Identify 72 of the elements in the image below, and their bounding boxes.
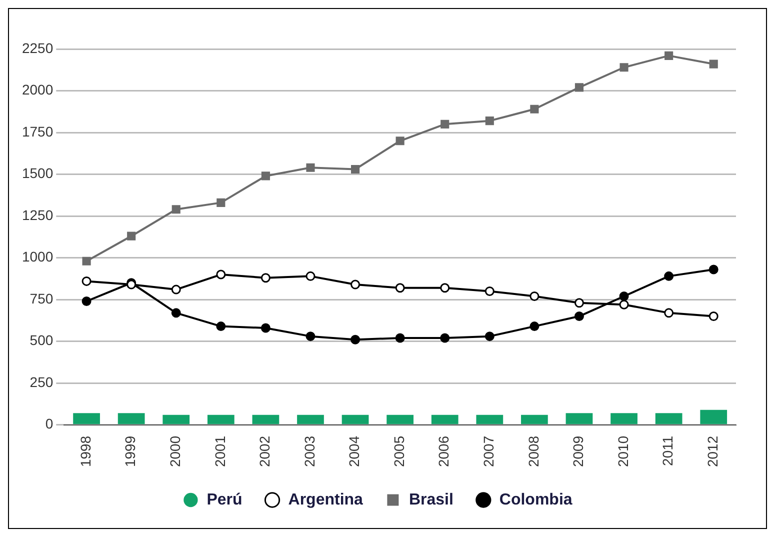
point xyxy=(350,334,360,344)
point xyxy=(82,296,92,306)
point xyxy=(709,60,718,68)
point xyxy=(620,63,628,72)
y-tick-label: 2000 xyxy=(22,82,54,98)
legend-label: Brasil xyxy=(408,491,454,508)
point xyxy=(216,198,226,207)
point xyxy=(306,271,316,281)
point xyxy=(396,136,404,146)
y-tick-label: 500 xyxy=(30,332,54,348)
legend-label: Colombia xyxy=(499,491,572,508)
x-tick-label: 2000 xyxy=(166,436,183,468)
x-tick-label: 1998 xyxy=(77,436,94,468)
x-tick-label: 2007 xyxy=(480,436,497,468)
y-tick-label: 1250 xyxy=(22,206,54,223)
point xyxy=(708,264,718,274)
point xyxy=(574,83,584,92)
point xyxy=(484,332,494,342)
x-tick-label: 2009 xyxy=(570,436,586,468)
x-tick-label: 2011 xyxy=(660,436,676,466)
point xyxy=(530,322,540,332)
point xyxy=(708,312,718,322)
point xyxy=(171,308,181,318)
y-tick-label: 250 xyxy=(30,374,54,390)
point xyxy=(530,104,539,114)
point xyxy=(395,283,405,293)
x-tick-label: 2012 xyxy=(704,436,720,468)
legend-label: Argentina xyxy=(288,491,364,508)
point xyxy=(306,163,315,172)
x-tick-label: 2001 xyxy=(212,436,228,468)
point xyxy=(440,283,450,293)
y-tick-label: 1500 xyxy=(22,165,54,182)
point xyxy=(664,51,674,60)
point xyxy=(350,280,360,290)
x-tick-label: 2004 xyxy=(346,436,362,468)
point xyxy=(574,298,584,308)
point xyxy=(82,276,92,286)
point xyxy=(395,333,405,343)
point xyxy=(82,256,91,266)
point xyxy=(440,120,450,128)
point xyxy=(216,322,226,332)
x-tick-label: 2006 xyxy=(436,436,452,468)
point xyxy=(261,172,270,180)
point xyxy=(127,232,136,240)
point xyxy=(574,312,584,322)
x-tick-label: 2005 xyxy=(390,436,407,468)
point xyxy=(216,270,226,280)
point xyxy=(260,323,270,333)
point xyxy=(619,291,629,301)
y-tick-label: 1750 xyxy=(22,123,54,140)
y-tick-label: 0 xyxy=(45,416,54,432)
point xyxy=(485,116,494,126)
x-tick-label: 1999 xyxy=(122,436,138,468)
point xyxy=(619,300,629,310)
x-tick-label: 2002 xyxy=(256,436,273,468)
point xyxy=(530,291,540,301)
point xyxy=(306,332,316,342)
point xyxy=(171,284,181,294)
point xyxy=(484,286,494,296)
y-tick-label: 750 xyxy=(30,290,54,306)
legend-label: Perú xyxy=(206,491,242,508)
y-tick-label: 2250 xyxy=(22,40,54,56)
point xyxy=(350,164,360,174)
point xyxy=(664,308,674,318)
point xyxy=(260,273,270,283)
point xyxy=(664,271,674,281)
x-tick-label: 2010 xyxy=(614,436,631,468)
y-tick-label: 1000 xyxy=(22,248,54,265)
point xyxy=(172,205,180,214)
x-tick-label: 2008 xyxy=(525,436,542,468)
x-tick-label: 2003 xyxy=(301,436,318,468)
point xyxy=(440,333,450,343)
